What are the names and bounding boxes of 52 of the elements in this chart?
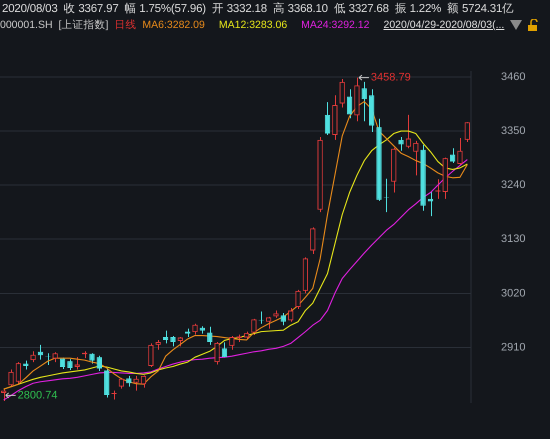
candlestick — [435, 178, 441, 200]
candlestick — [148, 342, 154, 368]
candlestick — [229, 336, 234, 350]
candlestick — [74, 356, 80, 370]
text: MA6:3282.09 — [142, 19, 205, 31]
candlestick — [346, 88, 352, 119]
text: 日线 — [114, 18, 136, 32]
candlestick — [288, 308, 294, 322]
candlestick — [406, 114, 412, 149]
text: MA24:3292.12 — [301, 19, 370, 31]
candlestick — [280, 312, 286, 326]
candlestick — [207, 326, 212, 346]
candlestick — [324, 102, 330, 136]
y-tick-label: 3240 — [501, 179, 526, 192]
candlestick — [457, 137, 463, 166]
y-tick-label: 3460 — [501, 71, 526, 84]
y-tick-label: 2910 — [501, 341, 526, 354]
candlestick — [413, 140, 418, 176]
candlestick — [16, 362, 22, 385]
candlestick — [162, 330, 168, 344]
candlestick — [89, 352, 95, 364]
y-tick-label: 3350 — [501, 125, 526, 138]
text: 000001.SH — [0, 19, 53, 31]
candlestick — [464, 122, 470, 143]
candlestick — [1, 388, 6, 402]
candlestick — [178, 336, 183, 347]
candlestick — [428, 191, 434, 217]
candlestick — [126, 375, 132, 388]
candlestick — [192, 323, 198, 336]
text: MA12:3283.06 — [218, 19, 288, 31]
candlestick — [30, 350, 36, 363]
candlestick — [170, 336, 176, 347]
candlestick — [266, 316, 272, 330]
candlestick — [362, 81, 367, 122]
annotation: 2800.74 — [18, 389, 58, 402]
candlestick — [111, 390, 117, 400]
candlestick — [104, 368, 110, 398]
candlestick — [52, 352, 58, 363]
candlestick — [251, 318, 257, 336]
candlestick — [214, 341, 220, 366]
y-tick-label: 3020 — [501, 287, 526, 300]
candlestick — [310, 226, 316, 254]
annotation: 3458.79 — [370, 72, 411, 84]
y-tick-label: 3130 — [501, 233, 526, 246]
candlestick — [340, 78, 345, 108]
candlestick — [156, 339, 161, 350]
text: 2020/04/29-2020/08/03(... — [383, 19, 504, 31]
candlestick — [398, 136, 404, 152]
text: [上证指数] — [58, 18, 108, 32]
chart-title: 2020/08/03 收 3367.97 幅 1.75%(57.96) 开 3332.18 高 3368.10 低 3327.68 振 1.22% 额 5724.31亿 — [2, 1, 514, 16]
candlestick — [450, 148, 456, 164]
candlestick — [96, 355, 102, 372]
